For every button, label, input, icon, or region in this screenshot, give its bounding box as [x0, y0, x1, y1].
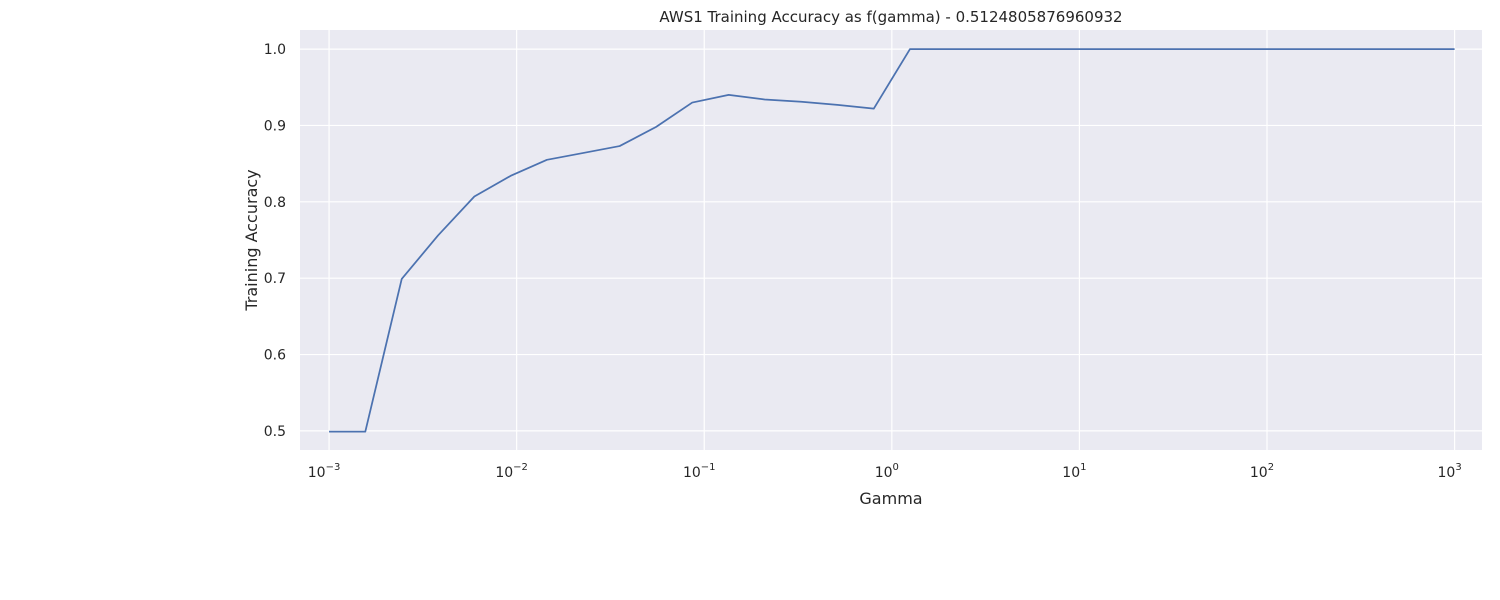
x-tick-base: 10 [875, 465, 893, 481]
y-tick-label: 0.5 [264, 424, 286, 440]
y-tick-label: 0.9 [264, 118, 286, 134]
x-tick-label: 103 [1437, 462, 1461, 481]
x-tick-exponent: 1 [1080, 462, 1086, 473]
plot-area [300, 30, 1482, 450]
y-tick-label: 0.6 [264, 348, 286, 364]
x-axis-label: Gamma [859, 489, 922, 508]
x-tick-exponent: −3 [326, 462, 341, 473]
x-tick-label: 10−2 [495, 462, 528, 481]
y-tick-label: 0.7 [264, 271, 286, 287]
y-tick-labels: 0.5 0.6 0.7 0.8 0.9 1.0 [264, 42, 286, 440]
x-tick-label: 101 [1062, 462, 1086, 481]
x-tick-label: 102 [1250, 462, 1274, 481]
x-tick-base: 10 [308, 465, 326, 481]
x-tick-exponent: 2 [1268, 462, 1274, 473]
x-tick-base: 10 [1437, 465, 1455, 481]
y-axis-label: Training Accuracy [242, 169, 261, 311]
series-line [329, 48, 1455, 433]
y-tick-label: 0.8 [264, 195, 286, 211]
x-tick-base: 10 [1062, 465, 1080, 481]
x-tick-exponent: −1 [701, 462, 716, 473]
x-tick-label: 10−3 [308, 462, 341, 481]
x-tick-exponent: −2 [513, 462, 528, 473]
x-tick-base: 10 [495, 465, 513, 481]
x-tick-label: 10−1 [683, 462, 716, 481]
x-tick-label: 100 [875, 462, 899, 481]
x-tick-base: 10 [683, 465, 701, 481]
x-tick-labels: 10−3 10−2 10−1 100 101 102 103 [308, 462, 1462, 481]
chart-title: AWS1 Training Accuracy as f(gamma) - 0.5… [659, 8, 1122, 26]
x-tick-base: 10 [1250, 465, 1268, 481]
x-tick-exponent: 3 [1455, 462, 1461, 473]
x-tick-exponent: 0 [893, 462, 899, 473]
y-tick-label: 1.0 [264, 42, 286, 58]
